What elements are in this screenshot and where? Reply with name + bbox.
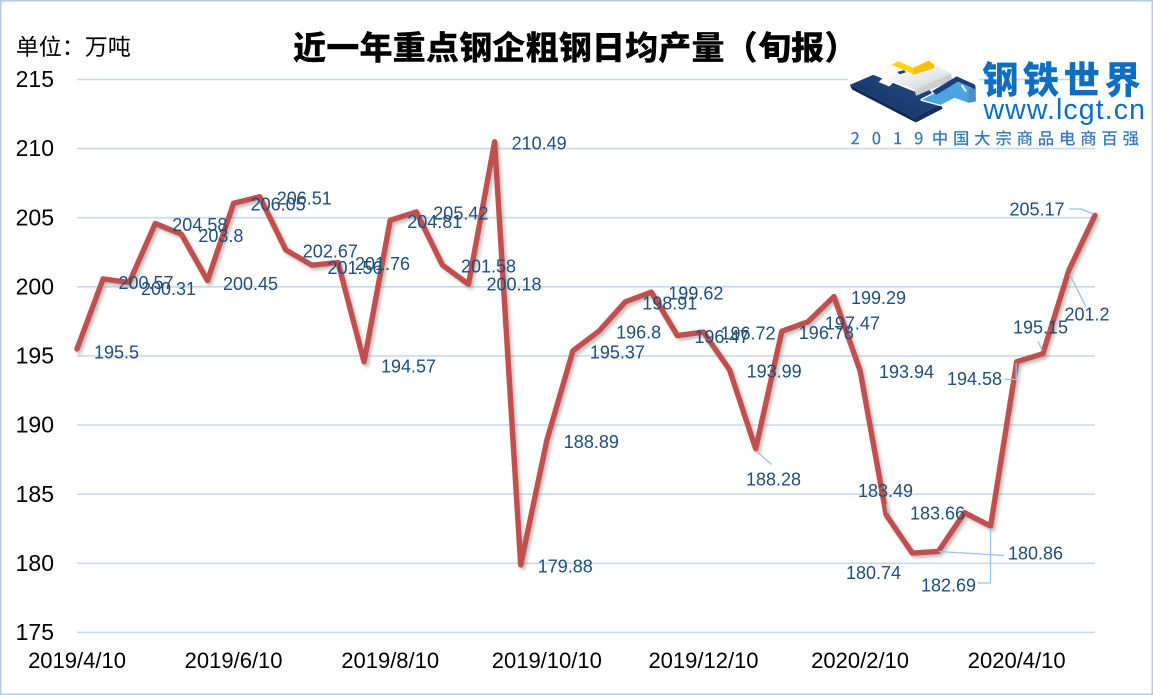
svg-text:2020/4/10: 2020/4/10 (968, 648, 1066, 673)
svg-text:180.74: 180.74 (846, 563, 901, 583)
svg-text:195.15: 195.15 (1013, 318, 1068, 338)
svg-text:179.88: 179.88 (538, 556, 593, 576)
svg-text:2019/8/10: 2019/8/10 (341, 648, 439, 673)
svg-text:188.28: 188.28 (746, 470, 801, 490)
svg-text:196.8: 196.8 (616, 323, 661, 343)
svg-text:203.8: 203.8 (198, 226, 243, 246)
svg-text:197.47: 197.47 (825, 313, 880, 333)
svg-text:188.89: 188.89 (564, 432, 619, 452)
svg-text:198.91: 198.91 (642, 293, 697, 313)
svg-text:194.58: 194.58 (947, 369, 1002, 389)
svg-text:205: 205 (16, 204, 54, 230)
svg-text:183.49: 183.49 (858, 481, 913, 501)
svg-text:194.57: 194.57 (381, 357, 436, 377)
svg-text:196.72: 196.72 (721, 324, 776, 344)
svg-text:196.47: 196.47 (694, 327, 749, 347)
svg-text:210.49: 210.49 (512, 133, 567, 153)
svg-text:180.86: 180.86 (1008, 544, 1063, 564)
svg-text:180: 180 (16, 550, 54, 576)
svg-text:193.94: 193.94 (879, 362, 934, 382)
svg-text:204.81: 204.81 (407, 212, 462, 232)
svg-text:206.05: 206.05 (251, 195, 306, 215)
svg-text:205.17: 205.17 (1010, 200, 1065, 220)
svg-text:199.62: 199.62 (668, 284, 723, 304)
svg-text:193.99: 193.99 (747, 361, 802, 381)
svg-text:196.78: 196.78 (799, 323, 854, 343)
svg-text:210: 210 (16, 135, 54, 161)
svg-text:199.29: 199.29 (851, 288, 906, 308)
svg-text:200.31: 200.31 (141, 279, 196, 299)
svg-text:200.57: 200.57 (119, 273, 174, 293)
svg-text:www.lcgt.cn: www.lcgt.cn (983, 94, 1147, 126)
svg-text:2019/6/10: 2019/6/10 (185, 648, 283, 673)
svg-text:201.2: 201.2 (1065, 305, 1110, 325)
svg-text:2019/4/10: 2019/4/10 (28, 648, 126, 673)
svg-text:182.69: 182.69 (921, 576, 976, 596)
svg-text:202.67: 202.67 (303, 241, 358, 261)
svg-text:205.42: 205.42 (433, 203, 488, 223)
svg-text:195.5: 195.5 (94, 343, 139, 363)
svg-text:200.18: 200.18 (487, 275, 542, 295)
svg-text:200: 200 (16, 273, 54, 299)
svg-text:2020/2/10: 2020/2/10 (811, 648, 909, 673)
svg-text:200.45: 200.45 (223, 274, 278, 294)
svg-text:195.37: 195.37 (590, 342, 645, 362)
svg-text:185: 185 (16, 481, 54, 507)
svg-text:195: 195 (16, 343, 54, 369)
svg-text:2019/12/10: 2019/12/10 (648, 648, 758, 673)
svg-text:190: 190 (16, 412, 54, 438)
svg-text:201.56: 201.56 (328, 258, 383, 278)
svg-text:215: 215 (16, 66, 54, 92)
svg-text:204.58: 204.58 (172, 215, 227, 235)
svg-text:201.76: 201.76 (355, 254, 410, 274)
svg-text:206.51: 206.51 (277, 188, 332, 208)
svg-text:201.58: 201.58 (461, 257, 516, 277)
svg-text:183.66: 183.66 (910, 504, 965, 524)
svg-text:175: 175 (16, 619, 54, 645)
svg-text:2019/10/10: 2019/10/10 (492, 648, 602, 673)
